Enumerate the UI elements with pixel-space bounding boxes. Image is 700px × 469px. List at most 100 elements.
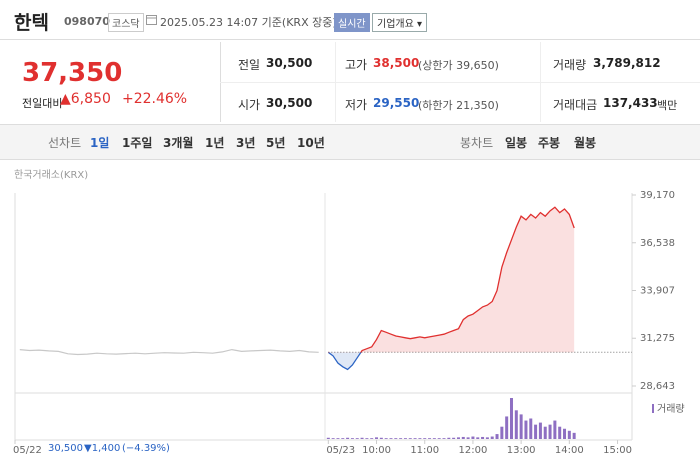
volume-bar xyxy=(567,430,571,439)
volume-bar xyxy=(355,438,359,439)
volume-bar xyxy=(331,438,335,439)
quote-label: 거래대금 xyxy=(553,98,598,112)
volume-bar xyxy=(514,410,518,439)
volume-bar xyxy=(563,428,567,439)
divider xyxy=(220,82,700,83)
volume-bar xyxy=(399,438,403,439)
price-line xyxy=(327,206,575,371)
volume-bar xyxy=(413,438,417,439)
change-pct: +22.46% xyxy=(122,91,188,107)
x-tick-label: 11:00 xyxy=(410,445,439,456)
change-label: 전일대비 xyxy=(22,97,63,110)
y-tick-label: 31,275 xyxy=(640,333,675,344)
quote-label: 거래량 xyxy=(553,58,587,72)
volume-bar xyxy=(572,432,576,439)
price-chart: 거래량 28,643 31,275 33,907 36,538 39,170 05/22 0… xyxy=(13,190,685,456)
volume-bar xyxy=(471,436,475,439)
tab[interactable]: 5년 xyxy=(266,136,286,150)
volume-bar xyxy=(336,438,340,439)
realtime-badge: 실시간 xyxy=(334,13,370,32)
volume-bar xyxy=(481,436,485,439)
volume-bar xyxy=(505,416,509,439)
divider xyxy=(0,39,700,40)
quote-value: 30,500 xyxy=(266,96,313,110)
volume-bar xyxy=(394,438,398,439)
volume-bar xyxy=(341,438,345,439)
volume-bar xyxy=(365,438,369,439)
volume-bar xyxy=(346,437,350,439)
volume-bar xyxy=(495,434,499,439)
y-tick-label: 33,907 xyxy=(640,285,675,296)
quote-label: 고가 xyxy=(345,58,368,72)
x-tick-label: 15:00 xyxy=(603,445,632,456)
volume-bar xyxy=(418,438,422,439)
volume-bar xyxy=(403,438,407,439)
divider xyxy=(335,42,336,122)
volume-bar xyxy=(519,414,523,439)
footer-price: 30,500 xyxy=(48,443,83,454)
footer-pct: (−4.39%) xyxy=(122,443,170,454)
volume-bar xyxy=(476,437,480,439)
price-area xyxy=(328,207,575,370)
volume-bar xyxy=(423,438,427,439)
volume-bar xyxy=(375,437,379,439)
tab[interactable]: 일봉 xyxy=(505,136,528,150)
volume-label: 거래량 xyxy=(657,403,685,415)
volume-bar xyxy=(500,426,504,439)
quote-value: 30,500 xyxy=(266,56,313,70)
source: 한국거래소(KRX) xyxy=(14,170,89,181)
volume-bar xyxy=(437,438,441,439)
x-tick-label: 14:00 xyxy=(555,445,584,456)
volume-bar xyxy=(461,436,465,439)
quote-note: (하한가 21,350) xyxy=(418,99,499,112)
volume-bar xyxy=(529,418,533,439)
quote-label: 저가 xyxy=(345,98,368,112)
x-tick-label: 05/22 xyxy=(13,445,42,456)
x-tick-label: 12:00 xyxy=(459,445,488,456)
tab[interactable]: 1주일 xyxy=(122,136,153,150)
volume-bar xyxy=(553,420,557,439)
volume-bar xyxy=(538,422,542,439)
y-tick-label: 28,643 xyxy=(640,381,675,392)
tab-bar: 선차트 봉차트 1일 1주일 3개월 1년 3년 5년 10년 일봉 주봉 월봉 xyxy=(0,124,700,160)
volume-bar xyxy=(389,438,393,439)
tab[interactable]: 10년 xyxy=(297,136,325,150)
tab[interactable]: 3년 xyxy=(236,136,256,150)
volume-bar xyxy=(452,437,456,439)
previous-day-line xyxy=(19,348,319,356)
volume-bar xyxy=(442,438,446,439)
volume-bar xyxy=(548,424,552,439)
volume-bar xyxy=(384,438,388,439)
tab[interactable]: 주봉 xyxy=(538,136,561,150)
company-button[interactable]: 기업개요 ▾ xyxy=(372,13,427,32)
stock-name: 한텍 xyxy=(14,12,49,34)
volume-bar xyxy=(360,437,364,439)
volume-bar xyxy=(379,437,383,439)
tab[interactable]: 1년 xyxy=(205,136,225,150)
calendar-icon xyxy=(146,15,157,25)
volume-bar xyxy=(524,420,528,439)
market-badge: 코스닥 xyxy=(108,13,144,32)
footer-change: ▼1,400 xyxy=(84,443,121,454)
quote-value: 137,433 xyxy=(603,96,658,110)
y-tick-label: 39,170 xyxy=(640,190,675,201)
tab-group-label: 봉차트 xyxy=(460,136,494,150)
volume-bar xyxy=(408,438,412,439)
volume-legend-icon xyxy=(652,404,654,413)
tab[interactable]: 1일 xyxy=(90,136,110,150)
volume-bar xyxy=(456,437,460,439)
x-tick-label: 05/23 xyxy=(326,445,355,456)
tab[interactable]: 3개월 xyxy=(163,136,194,150)
volume-bar xyxy=(490,436,494,439)
x-tick-label: 10:00 xyxy=(362,445,391,456)
quote-label: 시가 xyxy=(238,98,261,112)
volume-bar xyxy=(534,424,538,439)
timestamp: 2025.05.23 14:07 기준(KRX 장중) xyxy=(160,16,337,29)
x-tick-label: 13:00 xyxy=(507,445,536,456)
y-tick-label: 36,538 xyxy=(640,238,675,249)
volume-bar xyxy=(432,438,436,439)
quote-note: (상한가 39,650) xyxy=(418,59,499,72)
volume-bar xyxy=(485,437,489,439)
volume-bar xyxy=(447,437,451,439)
tab[interactable]: 월봉 xyxy=(574,136,597,150)
